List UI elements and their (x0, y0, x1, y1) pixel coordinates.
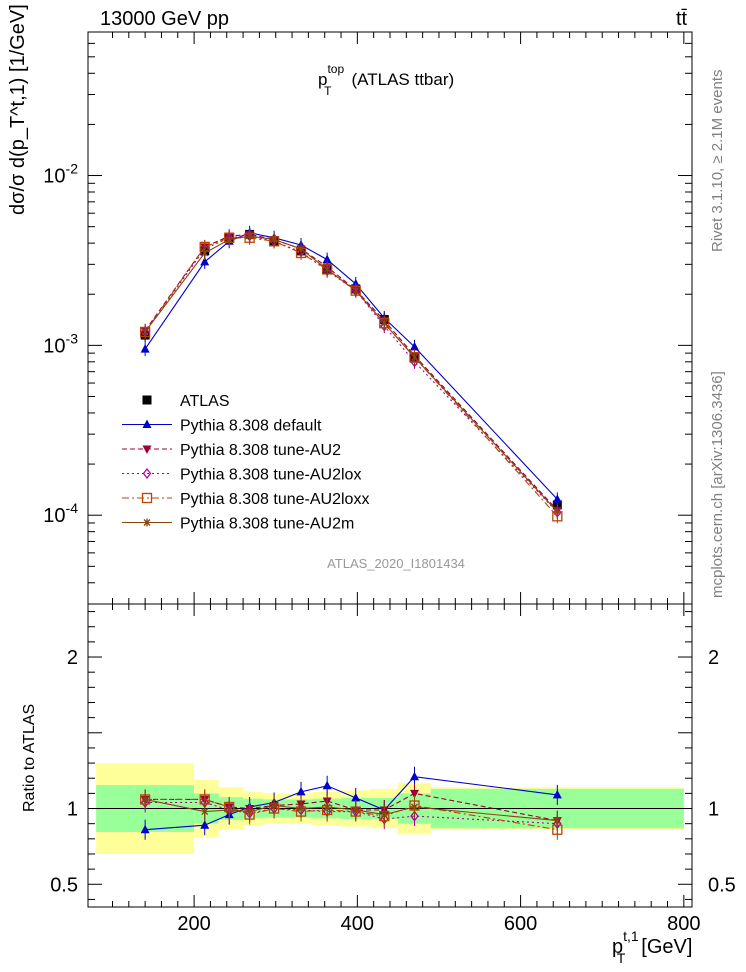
legend-entry-pythia-8-308-tune-au2loxx: Pythia 8.308 tune-AU2loxx (122, 491, 369, 508)
ratio-point (410, 810, 419, 822)
legend-label: Pythia 8.308 tune-AU2m (180, 516, 354, 533)
ratio-point (201, 807, 209, 816)
ratio-point (409, 771, 419, 781)
legend-marker (142, 468, 152, 479)
data-point (323, 265, 331, 274)
ratio-point (246, 807, 254, 816)
ratio-series-pythia-8-308-tune-au2m (141, 789, 561, 831)
ratio-point (380, 810, 388, 819)
analysis-watermark: ATLAS_2020_I1801434 (327, 556, 465, 571)
x-axis-label: pt,1 T [GeV] (612, 928, 692, 966)
main-panel: ATLAS_2020_I1801434 (139, 225, 563, 571)
data-point (552, 494, 562, 503)
ratio-point (296, 786, 306, 796)
ratio-panel (88, 766, 692, 840)
ratio-point (352, 806, 360, 815)
legend-entry-pythia-8-308-tune-au2lox: Pythia 8.308 tune-AU2lox (122, 467, 361, 484)
data-point (141, 327, 149, 336)
data-point (297, 244, 305, 253)
data-point (380, 319, 388, 328)
ratio-point (322, 780, 332, 790)
ratio-frame (87, 603, 693, 908)
ratio-y-tick-label-right: 2 (708, 647, 719, 669)
series-line-pythia-8-308-tune-au2lox (144, 235, 558, 513)
ratio-y-axis-label: Ratio to ATLAS (21, 704, 38, 812)
ratio-point (270, 801, 278, 810)
data-point (352, 286, 360, 295)
ratio-point (411, 803, 418, 812)
ratio-point (351, 792, 361, 802)
ratio-y-tick-label-right: 1 (708, 799, 719, 821)
ratio-y-tick-label: 2 (67, 647, 78, 669)
x-tick-label: 800 (667, 913, 700, 935)
data-point (225, 235, 233, 244)
ratio-point (553, 816, 561, 825)
data-point (380, 320, 389, 332)
y-axis-label: dσ/σ d(p_T^t,1) [1/GeV] (7, 4, 29, 215)
legend-entry-pythia-8-308-tune-au2: Pythia 8.308 tune-AU2 (122, 442, 341, 459)
mcplots-source-label: mcplots.cern.ch [arXiv:1306.3436] (709, 371, 726, 598)
ratio-line-pythia-8-308-tune-au2loxx (145, 798, 558, 831)
legend-label: Pythia 8.308 tune-AU2lox (180, 467, 361, 484)
legend-entry-pythia-8-308-default: Pythia 8.308 default (122, 418, 322, 435)
data-point (246, 232, 254, 241)
legend-label: ATLAS (180, 393, 230, 410)
ratio-point (297, 804, 305, 813)
ratio-point (140, 824, 150, 834)
y-tick-label: 10-3 (43, 330, 78, 357)
chart-title: ptop T(ATLAS ttbar) (318, 62, 454, 98)
data-point (409, 341, 419, 351)
ratio-point (225, 806, 233, 815)
ratio-y-tick-label: 0.5 (50, 874, 78, 896)
series-line-pythia-8-308-tune-au2loxx (144, 237, 558, 517)
legend: ATLAS Pythia 8.308 default Pythia 8.308 tu… (122, 393, 369, 533)
ratio-point (200, 820, 210, 829)
energy-label: 13000 GeV pp (100, 8, 229, 30)
legend-entry-pythia-8-308-tune-au2m: Pythia 8.308 tune-AU2m (122, 516, 354, 533)
legend-marker (142, 395, 152, 405)
data-point (553, 507, 561, 516)
legend-marker (141, 492, 153, 504)
ratio-point (323, 803, 331, 812)
ratio-y-tick-label: 1 (67, 799, 78, 821)
y-tick-label: 10-2 (43, 161, 78, 188)
series-pythia-8-308-default (140, 225, 562, 507)
data-point (411, 353, 418, 362)
x-tick-label: 200 (177, 913, 210, 935)
legend-marker (143, 518, 151, 527)
legend-marker (142, 419, 152, 428)
data-point (322, 254, 332, 264)
main-frame (87, 31, 693, 605)
ratio-point (141, 795, 149, 804)
series-pythia-8-308-tune-au2m (141, 229, 561, 519)
x-tick-label: 400 (341, 913, 374, 935)
ratio-y-tick-label-right: 0.5 (708, 874, 736, 896)
ratio-point (552, 789, 562, 799)
data-point (270, 235, 278, 244)
data-point (201, 248, 209, 257)
series-line-pythia-8-308-default (144, 232, 558, 500)
y-tick-label: 10-4 (43, 500, 78, 527)
ratio-line-pythia-8-308-tune-au2lox (145, 801, 558, 825)
data-point (200, 256, 210, 266)
legend-label: Pythia 8.308 tune-AU2 (180, 442, 341, 459)
legend-entry-atlas: ATLAS (142, 393, 230, 410)
data-point (140, 344, 150, 353)
legend-label: Pythia 8.308 tune-AU2loxx (180, 491, 369, 508)
legend-label: Pythia 8.308 default (180, 418, 322, 435)
legend-marker (142, 445, 152, 454)
process-label: tt̄ (676, 8, 688, 30)
x-tick-label: 600 (504, 913, 537, 935)
ratio-point (409, 789, 419, 799)
rivet-version-label: Rivet 3.1.10, ≥ 2.1M events (709, 69, 726, 253)
panel-frames: 200 400 600 800 10-4 10-3 10-2 0.5 0.5 1 1 2 2 ptop T(… (7, 4, 736, 966)
